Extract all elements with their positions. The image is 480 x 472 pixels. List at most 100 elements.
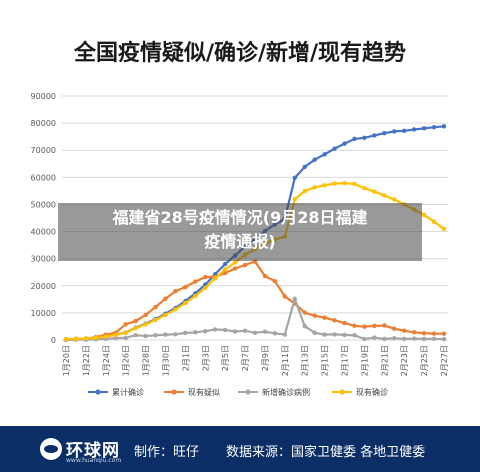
data-point [382,130,387,136]
caption-line-1: 福建省28号疫情情况(9月28日福建 [112,208,368,227]
data-point [153,304,158,310]
x-tick-label: 2月27日 [440,345,449,376]
data-point [203,285,208,291]
y-tick-label: 80000 [31,119,56,128]
legend-label: 累计确诊 [112,387,144,397]
data-point [362,336,367,342]
caption-text: 福建省28号疫情情况(9月28日福建 疫情通报) [58,206,422,254]
y-tick-label: 10000 [31,309,56,318]
caption-overlay [58,203,422,261]
data-point [163,312,168,318]
data-point [342,320,347,326]
data-point [183,300,188,306]
y-tick-label: 90000 [31,92,56,101]
data-point [222,270,228,276]
data-point [362,185,367,191]
data-point [262,273,268,279]
data-source: 数据来源：国家卫健委 各地卫健委 [226,445,426,460]
data-point [312,157,317,162]
data-point [163,296,168,301]
data-point [173,289,178,294]
y-tick-label: 40000 [31,228,56,237]
data-point [411,330,417,335]
data-point [441,124,447,129]
caption-line-2: 疫情通报) [204,232,276,251]
data-point [133,332,138,338]
data-point [242,262,248,268]
x-tick-label: 1月22日 [82,345,91,376]
y-tick-label: 20000 [31,282,56,291]
x-tick-label: 2月23日 [400,345,409,376]
data-point [392,129,397,134]
data-point [352,323,357,328]
data-point [392,336,397,341]
y-tick-label: 0 [51,336,56,345]
series-2 [63,259,447,343]
data-point [143,333,148,339]
data-point [143,312,148,318]
data-point [392,326,397,331]
data-point [292,197,297,202]
data-point [441,331,447,336]
data-point [362,324,367,329]
x-tick-label: 1月24日 [102,345,111,376]
data-point [133,318,138,324]
legend-marker [95,389,101,395]
y-tick-label: 30000 [31,255,56,264]
x-tick-label: 2月7日 [241,345,250,371]
data-point [232,266,238,271]
x-tick-label: 1月20日 [62,345,71,376]
data-point [302,164,307,170]
data-point [332,318,337,323]
data-point [322,332,327,337]
y-tick-label: 50000 [31,200,56,209]
y-axis-ticks: 0 10000 20000 30000 40000 50000 60000 70000 8000… [31,92,56,345]
data-point [382,193,387,198]
data-point [431,219,437,224]
legend-marker [245,389,251,395]
data-point [73,336,79,342]
data-point [402,336,407,342]
data-point [342,332,347,338]
x-tick-label: 2月17日 [341,345,350,376]
data-point [282,332,288,337]
data-point [402,328,407,333]
data-point [193,330,198,335]
data-point [113,332,118,338]
data-point [342,141,347,146]
x-tick-label: 2月11日 [281,345,290,376]
data-point [322,152,327,157]
x-tick-label: 2月25日 [420,345,429,376]
y-tick-label: 70000 [31,146,56,155]
data-point [322,315,327,320]
data-point [312,330,317,336]
chart-title: 全国疫情疑似/确诊/新增/现有趋势 [73,40,406,66]
data-point [193,293,198,299]
data-point [93,335,99,341]
data-point [372,323,377,329]
x-axis-ticks: 1月20日 1月22日 1月24日 1月26日 1月28日 1月30日 2月1日 2月3日 2月… [62,345,449,376]
data-point [421,336,427,342]
data-point [332,146,337,151]
data-point [352,181,357,187]
data-point [203,274,208,280]
data-point [302,310,307,315]
data-point [411,336,417,341]
x-tick-label: 1月28日 [142,345,151,376]
data-point [103,334,108,339]
data-point [173,332,178,337]
data-point [123,322,128,327]
data-point [302,324,307,329]
data-point [143,322,148,327]
data-point [203,329,208,334]
brand-url: www.huanqiu.com [66,457,122,464]
legend: 累计确诊 现有疑似 新增确诊病例 现有确诊 [88,387,388,397]
data-point [282,294,288,299]
data-point [312,313,317,318]
x-tick-label: 2月9日 [261,345,270,371]
x-tick-label: 2月19日 [360,345,369,376]
x-tick-label: 2月3日 [201,345,210,371]
data-point [232,329,238,334]
y-tick-label: 60000 [31,173,56,182]
x-tick-label: 2月5日 [221,345,230,371]
